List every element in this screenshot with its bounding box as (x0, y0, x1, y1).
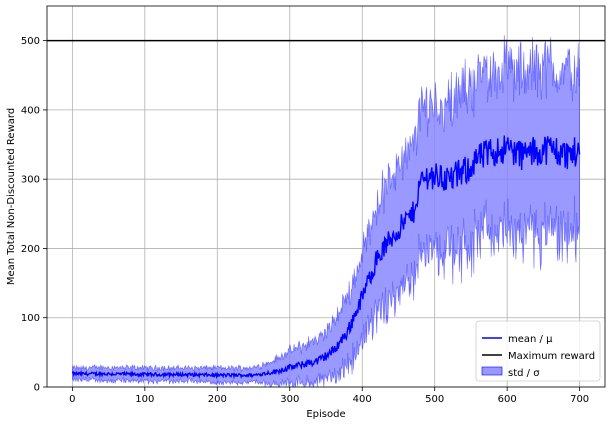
x-tick-label: 500 (425, 394, 444, 405)
y-axis-label: Mean Total Non-Discounted Reward (6, 108, 17, 285)
y-tick-label: 500 (21, 36, 40, 47)
legend-std-swatch (481, 366, 503, 376)
legend-box (475, 320, 601, 382)
x-axis-label: Episode (306, 409, 345, 420)
x-tick-label: 400 (353, 394, 372, 405)
legend-mean-label: mean / μ (508, 334, 553, 345)
x-tick-label: 100 (135, 394, 154, 405)
mean-line-layer (71, 135, 581, 380)
legend-std-label: std / σ (508, 368, 540, 379)
std-band (72, 35, 580, 389)
plot-frame (46, 5, 606, 388)
legend-max-label: Maximum reward (508, 351, 595, 362)
x-tick-label: 600 (498, 394, 517, 405)
std-band-layer (72, 35, 580, 389)
y-tick-label: 400 (21, 105, 40, 116)
y-tick-label: 300 (21, 175, 40, 186)
x-tick-label: 700 (570, 394, 589, 405)
x-ticks: 0 100 200 300 400 500 600 700 (69, 387, 589, 405)
y-tick-label: 100 (21, 313, 40, 324)
x-tick-label: 0 (69, 394, 75, 405)
x-tick-label: 300 (280, 394, 299, 405)
y-tick-label: 0 (34, 383, 40, 394)
y-ticks: 0 100 200 300 400 500 (21, 36, 47, 394)
mean-line (71, 135, 581, 380)
x-tick-label: 200 (208, 394, 227, 405)
legend: mean / μ Maximum reward std / σ (475, 320, 601, 382)
y-tick-label: 200 (21, 244, 40, 255)
